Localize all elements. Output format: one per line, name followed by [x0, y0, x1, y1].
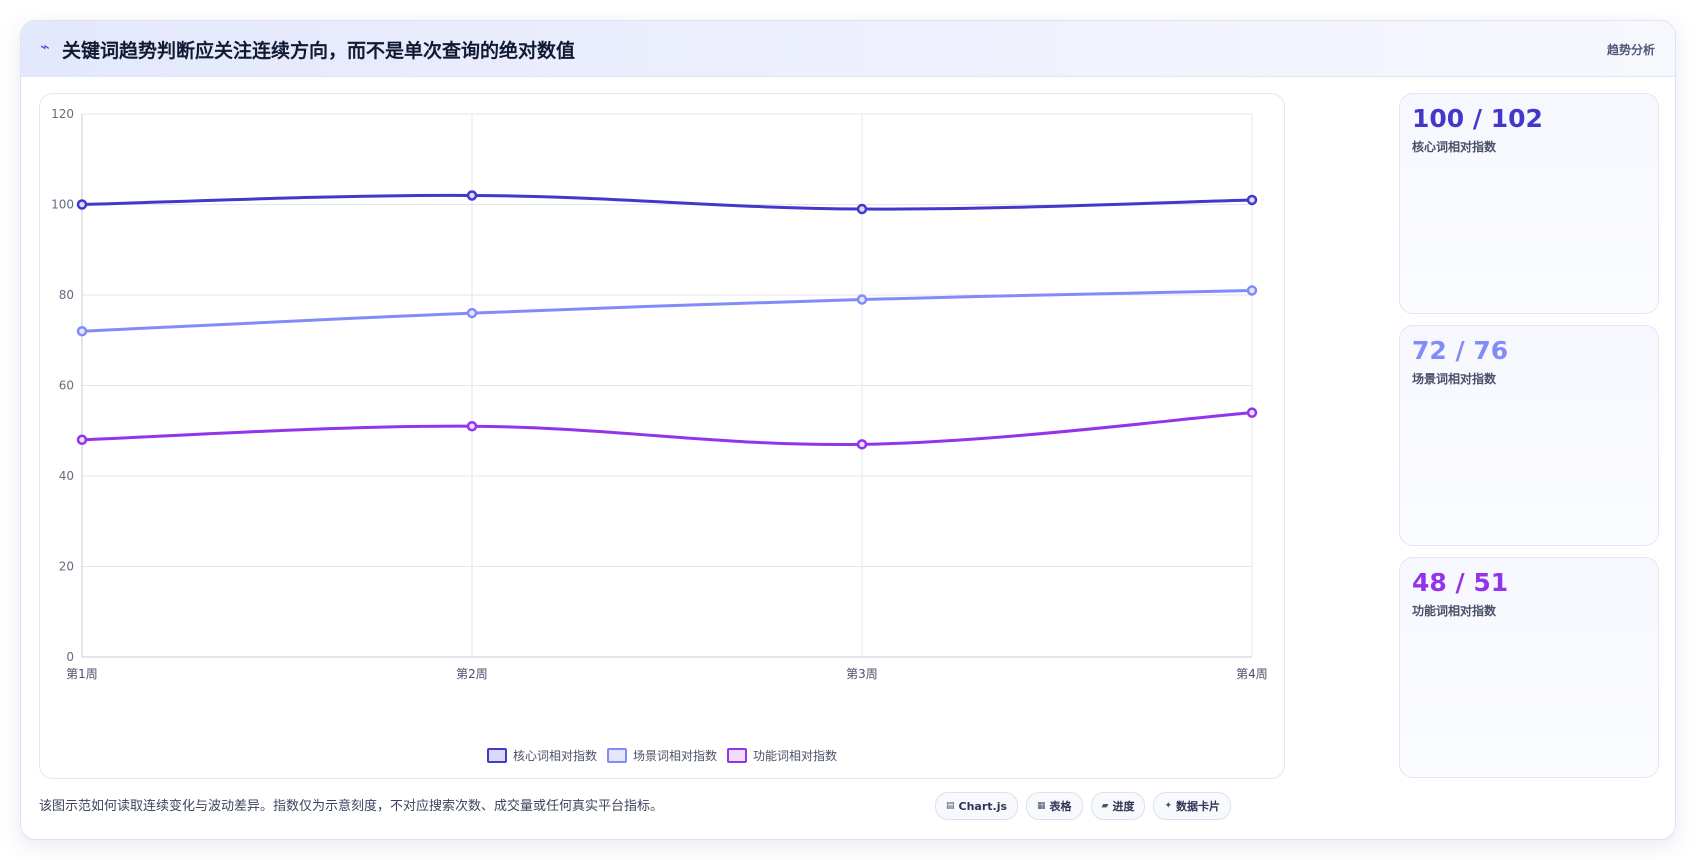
- series-line-3: [80, 411, 1254, 447]
- data-point: [1246, 194, 1258, 206]
- y-tick-label: 60: [59, 379, 74, 393]
- table-icon: ▦: [1037, 801, 1046, 811]
- data-point: [466, 190, 478, 201]
- progress-icon: ▰: [1101, 801, 1109, 811]
- legend-label: 场景词相对指数: [632, 748, 717, 763]
- data-point: [76, 325, 88, 337]
- legend-item[interactable]: 核心词相对指数: [486, 747, 597, 764]
- legend-swatch: [727, 747, 747, 763]
- chip-label: 进度: [1112, 800, 1135, 813]
- y-tick-label: 20: [59, 560, 74, 574]
- legend-label: 核心词相对指数: [512, 748, 597, 763]
- legend-swatch: [606, 747, 627, 763]
- page-title: 关键词趋势判断应关注连续方向，而不是单次查询的绝对数值: [62, 40, 576, 62]
- stat-card: 48 / 51 功能词相对指数: [1399, 557, 1659, 778]
- line-chart: 0 20 40 60 80 100 120 第1周 第2周 第3周 第4周: [51, 107, 1268, 681]
- data-point: [76, 434, 88, 446]
- stat-card: 72 / 76 场景词相对指数: [1399, 325, 1659, 546]
- chip-sparkle[interactable]: ✦ 数据卡片: [1153, 792, 1232, 820]
- y-tick-label: 120: [51, 107, 74, 121]
- y-tick-label: 100: [51, 198, 74, 212]
- data-point: [76, 199, 88, 210]
- legend-label: 功能词相对指数: [753, 748, 838, 763]
- x-tick-label: 第4周: [1236, 667, 1268, 681]
- chip-row: ▤ Chart.js ▦ 表格 ▰ 进度 ✦ 数据卡片: [935, 792, 1232, 820]
- stat-card: 100 / 102 核心词相对指数: [1399, 93, 1659, 314]
- stat-label: 场景词相对指数: [1412, 372, 1497, 386]
- chip-progress[interactable]: ▰ 进度: [1090, 792, 1146, 820]
- data-point: [1246, 285, 1258, 296]
- y-tick-label: 40: [59, 469, 74, 483]
- stat-label: 功能词相对指数: [1412, 604, 1497, 618]
- series-line-1: [80, 193, 1254, 211]
- data-point: [856, 439, 868, 450]
- legend-swatch: [486, 747, 507, 763]
- sparkle-icon: ✦: [1164, 801, 1173, 811]
- stat-value: 48 / 51: [1412, 568, 1509, 597]
- data-point: [856, 294, 868, 305]
- data-point: [1246, 407, 1258, 418]
- activity-icon: ⌁: [40, 37, 50, 56]
- chip-label: Chart.js: [958, 799, 1008, 813]
- trend-card: ⌁ 关键词趋势判断应关注连续方向，而不是单次查询的绝对数值 趋势分析 0 20 40…: [20, 20, 1676, 840]
- stat-value: 72 / 76: [1412, 336, 1509, 365]
- data-point: [466, 420, 478, 432]
- x-tick-label: 第1周: [66, 667, 98, 681]
- chart-panel: 0 20 40 60 80 100 120 第1周 第2周 第3周 第4周 核心词相对指数 场景词相对…: [39, 93, 1285, 779]
- card-header: ⌁ 关键词趋势判断应关注连续方向，而不是单次查询的绝对数值 趋势分析: [21, 21, 1675, 77]
- chip-chart[interactable]: ▤ Chart.js: [935, 792, 1019, 820]
- x-tick-label: 第2周: [456, 667, 488, 681]
- data-point: [466, 307, 478, 319]
- chip-label: 数据卡片: [1176, 800, 1221, 813]
- series-line-2: [80, 288, 1254, 333]
- legend-item[interactable]: 场景词相对指数: [606, 747, 717, 764]
- chart-icon: ▤: [946, 801, 955, 811]
- chart-legend: 核心词相对指数 场景词相对指数 功能词相对指数: [40, 746, 1284, 764]
- chip-label: 表格: [1049, 800, 1072, 813]
- legend-item[interactable]: 功能词相对指数: [727, 747, 837, 764]
- chip-table[interactable]: ▦ 表格: [1026, 792, 1083, 820]
- stat-label: 核心词相对指数: [1412, 140, 1497, 154]
- section-tag: 趋势分析: [1606, 43, 1655, 57]
- y-tick-label: 0: [66, 650, 74, 664]
- stat-value: 100 / 102: [1412, 104, 1543, 133]
- data-point: [856, 203, 868, 215]
- x-tick-label: 第3周: [846, 667, 878, 681]
- footer-note: 该图示范如何读取连续变化与波动差异。指数仅为示意刻度，不对应搜索次数、成交量或任…: [39, 799, 664, 814]
- y-tick-label: 80: [59, 288, 74, 302]
